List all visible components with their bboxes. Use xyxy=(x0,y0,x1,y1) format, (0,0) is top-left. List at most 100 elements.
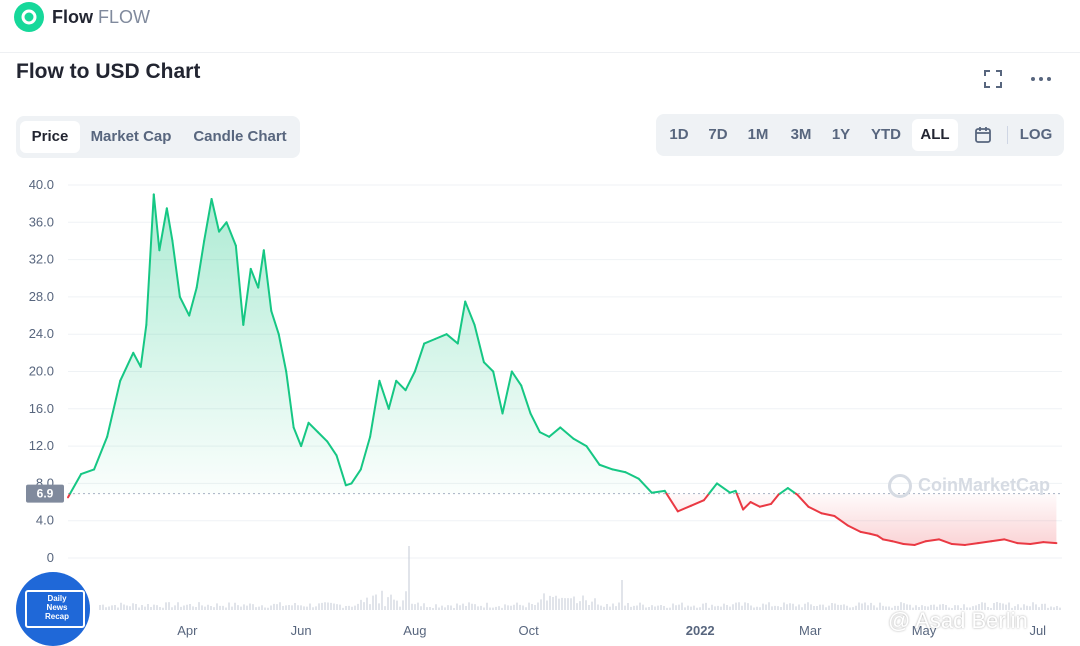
more-dots-icon[interactable] xyxy=(1028,66,1054,92)
price-line-segment xyxy=(501,370,513,415)
price-line-segment xyxy=(369,379,381,438)
price-line-segment xyxy=(307,421,319,434)
x-tick-label: Jun xyxy=(291,623,312,638)
price-line-segment xyxy=(350,468,362,485)
y-tick-label: 28.0 xyxy=(29,289,54,304)
price-line-segment xyxy=(106,379,122,438)
log-toggle[interactable]: LOG xyxy=(1019,126,1053,143)
news-badge: Daily News Recap xyxy=(16,572,90,646)
x-tick-label: Oct xyxy=(519,623,540,638)
price-line-segment xyxy=(285,370,295,429)
price-line-segment xyxy=(242,267,252,326)
price-line-segment xyxy=(881,538,894,543)
price-line-segment xyxy=(1029,541,1045,546)
price-line-segment xyxy=(270,309,280,336)
range-3m[interactable]: 3M xyxy=(790,126,812,143)
x-tick-label: Mar xyxy=(799,623,822,638)
x-tick-label: May xyxy=(912,623,937,638)
tab-market-cap[interactable]: Market Cap xyxy=(90,128,172,145)
x-tick-label: 2022 xyxy=(686,623,715,638)
price-line-segment xyxy=(249,267,260,289)
price-line-segment xyxy=(359,435,372,471)
price-line-segment xyxy=(868,532,879,537)
watermark: CoinMarketCap xyxy=(888,474,1050,498)
price-line-segment xyxy=(585,445,601,466)
price-line-segment xyxy=(69,473,83,495)
x-tick-label: Aug xyxy=(403,623,426,638)
range-1m[interactable]: 1M xyxy=(747,126,769,143)
price-line-segment xyxy=(473,323,485,364)
price-line-segment xyxy=(665,492,679,513)
price-line-segment xyxy=(758,502,773,508)
badge-line-2: News xyxy=(46,603,68,612)
coinmarketcap-logo-icon xyxy=(888,474,912,498)
price-line-segment xyxy=(611,468,627,474)
price-line-segment xyxy=(529,412,541,434)
price-line-segment xyxy=(913,540,927,546)
price-line-segment xyxy=(119,351,135,382)
price-line-segment xyxy=(257,249,265,289)
price-line-segment xyxy=(145,193,155,326)
y-tick-label: 4.0 xyxy=(36,513,54,528)
time-range-selector: 1D 7D 1M 3M 1Y YTD ALL LOG xyxy=(656,114,1064,156)
price-line-segment xyxy=(1016,542,1032,546)
price-line-segment xyxy=(158,207,168,252)
current-price-label: 6.9 xyxy=(37,487,54,501)
price-line-segment xyxy=(434,333,448,340)
price-line-segment xyxy=(598,463,614,471)
y-tick-label: 12.0 xyxy=(29,438,54,453)
price-line-segment xyxy=(80,468,96,476)
price-line-segment xyxy=(937,538,953,546)
price-line-segment xyxy=(807,505,823,515)
price-line-segment xyxy=(735,492,745,511)
price-line-segment xyxy=(820,512,836,518)
price-line-segment xyxy=(846,524,862,533)
price-line-segment xyxy=(702,492,711,502)
badge-line-1: Daily xyxy=(47,594,67,603)
range-7d[interactable]: 7D xyxy=(708,126,728,143)
range-all[interactable]: ALL xyxy=(912,119,958,151)
flow-logo-icon xyxy=(14,2,44,32)
calendar-icon[interactable] xyxy=(968,119,998,151)
fullscreen-icon[interactable] xyxy=(980,66,1006,92)
watermark-text: CoinMarketCap xyxy=(918,474,1051,495)
price-line-segment xyxy=(637,477,653,494)
y-tick-label: 20.0 xyxy=(29,364,54,379)
price-line-segment xyxy=(423,337,437,345)
current-price-badge xyxy=(26,484,64,503)
y-tick-label: 0 xyxy=(47,550,54,565)
price-line-segment xyxy=(833,515,849,527)
tab-price[interactable]: Price xyxy=(20,121,80,153)
price-line-segment xyxy=(139,323,148,368)
price-line-segment xyxy=(990,538,1006,543)
price-line-segment xyxy=(218,221,228,233)
price-line-segment xyxy=(924,538,940,543)
price-line-segment xyxy=(404,370,416,392)
price-line-segment xyxy=(786,487,797,495)
price-line-segment xyxy=(624,471,640,480)
range-ytd[interactable]: YTD xyxy=(871,126,901,143)
price-line-segment xyxy=(676,504,692,513)
price-line-segment xyxy=(708,482,718,495)
price-line-segment xyxy=(859,530,871,535)
price-line-segment xyxy=(171,239,181,298)
price-line-segment xyxy=(977,540,993,545)
tab-candle-chart[interactable]: Candle Chart xyxy=(193,128,287,145)
price-line-segment xyxy=(891,540,905,546)
range-1d[interactable]: 1D xyxy=(669,126,689,143)
price-line-segment xyxy=(326,440,338,457)
price-line-segment xyxy=(445,333,459,345)
price-line-segment xyxy=(225,221,237,247)
price-line-segment xyxy=(796,493,810,508)
price-line-segment xyxy=(1003,538,1019,545)
price-line-segment xyxy=(300,421,310,448)
y-tick-label: 24.0 xyxy=(29,326,54,341)
price-line-segment xyxy=(464,300,476,326)
price-line-segment xyxy=(510,370,523,387)
badge-line-3: Recap xyxy=(44,612,69,621)
price-line-segment xyxy=(93,435,109,471)
price-line-segment xyxy=(742,501,752,511)
badge-frame: Daily News Recap xyxy=(25,590,85,628)
range-1y[interactable]: 1Y xyxy=(831,126,851,143)
y-tick-label: 36.0 xyxy=(29,214,54,229)
